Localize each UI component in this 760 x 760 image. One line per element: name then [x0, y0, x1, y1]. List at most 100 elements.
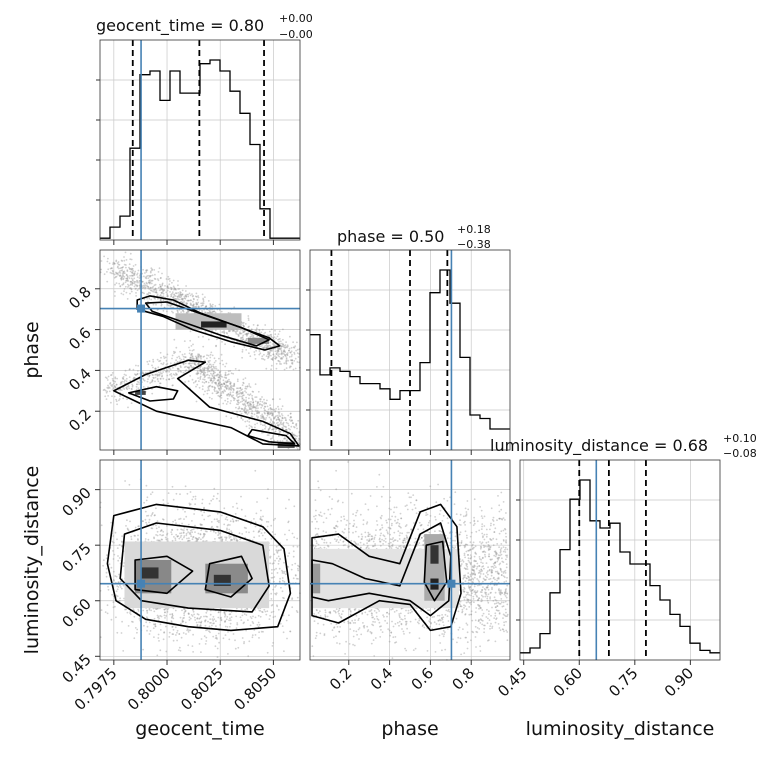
- sample-point: [194, 619, 197, 621]
- sample-point: [172, 295, 175, 298]
- sample-point: [144, 372, 147, 374]
- sample-point: [244, 377, 247, 379]
- sample-point: [166, 363, 169, 365]
- sample-point: [103, 273, 106, 276]
- sample-point: [180, 293, 183, 296]
- sample-point: [178, 357, 181, 360]
- sample-point: [182, 311, 185, 313]
- sample-point: [136, 272, 139, 275]
- sample-point: [288, 349, 290, 352]
- sample-point: [103, 388, 106, 391]
- sample-point: [295, 423, 298, 425]
- sample-point: [170, 287, 173, 289]
- sample-point: [126, 398, 128, 401]
- sample-point: [218, 382, 220, 385]
- sample-point: [213, 357, 216, 360]
- sample-point: [113, 553, 116, 556]
- sample-point: [110, 374, 113, 376]
- sample-point: [195, 306, 198, 308]
- sample-point: [291, 354, 293, 356]
- sample-point: [182, 531, 185, 534]
- sample-point: [267, 357, 269, 359]
- sample-point: [294, 357, 297, 360]
- sample-point: [111, 372, 114, 374]
- sample-point: [190, 365, 193, 367]
- sample-point: [205, 636, 208, 639]
- sample-point: [296, 427, 298, 430]
- sample-point: [121, 535, 123, 538]
- sample-point: [107, 375, 110, 378]
- sample-point: [203, 371, 205, 374]
- sample-point: [209, 356, 212, 359]
- sample-point: [154, 283, 157, 286]
- sample-point: [222, 331, 225, 333]
- sample-point: [276, 414, 279, 417]
- sample-point: [272, 588, 275, 591]
- sample-point: [261, 413, 264, 416]
- sample-point: [229, 520, 232, 523]
- sample-point: [124, 251, 127, 254]
- sample-point: [228, 535, 231, 537]
- sample-point: [195, 357, 198, 360]
- sample-point: [194, 503, 197, 506]
- sample-point: [156, 378, 159, 381]
- sample-point: [158, 267, 161, 270]
- sample-point: [168, 370, 171, 373]
- sample-point: [191, 355, 194, 358]
- sample-point: [296, 352, 299, 354]
- sample-point: [219, 370, 222, 373]
- sample-point: [207, 377, 210, 379]
- sample-point: [144, 286, 147, 289]
- sample-point: [257, 614, 260, 617]
- sample-point: [109, 271, 112, 274]
- sample-point: [124, 369, 127, 372]
- sample-point: [277, 555, 280, 558]
- sample-point: [149, 282, 151, 285]
- sample-point: [199, 369, 202, 371]
- sample-point: [127, 286, 129, 288]
- sample-point: [136, 281, 139, 284]
- sample-point: [225, 381, 228, 383]
- sample-point: [252, 324, 255, 326]
- sample-point: [105, 571, 108, 574]
- sample-point: [106, 271, 108, 273]
- sample-point: [256, 624, 259, 626]
- sample-point: [135, 295, 138, 297]
- sample-point: [183, 612, 186, 615]
- sample-point: [181, 293, 184, 296]
- sample-point: [241, 397, 244, 399]
- sample-point: [269, 412, 272, 415]
- sample-point: [136, 628, 139, 631]
- sample-point: [176, 508, 179, 511]
- sample-point: [253, 405, 256, 408]
- sample-point: [209, 379, 212, 382]
- sample-point: [184, 485, 187, 488]
- sample-point: [261, 528, 264, 531]
- sample-point: [282, 421, 285, 424]
- sample-point: [280, 413, 283, 415]
- sample-point: [240, 337, 242, 340]
- sample-point: [263, 358, 266, 361]
- sample-point: [176, 361, 179, 364]
- sample-point: [152, 360, 155, 363]
- sample-point: [243, 346, 246, 348]
- sample-point: [244, 406, 246, 409]
- sample-point: [240, 407, 243, 410]
- sample-point: [281, 345, 283, 348]
- sample-point: [121, 269, 124, 272]
- sample-point: [108, 262, 111, 265]
- sample-point: [190, 354, 193, 357]
- sample-point: [269, 614, 271, 617]
- sample-point: [203, 635, 206, 638]
- sample-point: [182, 309, 185, 312]
- sample-point: [112, 263, 114, 265]
- sample-point: [131, 282, 134, 284]
- sample-point: [274, 358, 277, 360]
- sample-point: [271, 348, 273, 351]
- sample-point: [186, 366, 189, 369]
- sample-point: [243, 330, 246, 333]
- sample-point: [195, 292, 198, 295]
- sample-point: [225, 537, 228, 540]
- sample-point: [172, 311, 174, 314]
- sample-point: [283, 425, 285, 428]
